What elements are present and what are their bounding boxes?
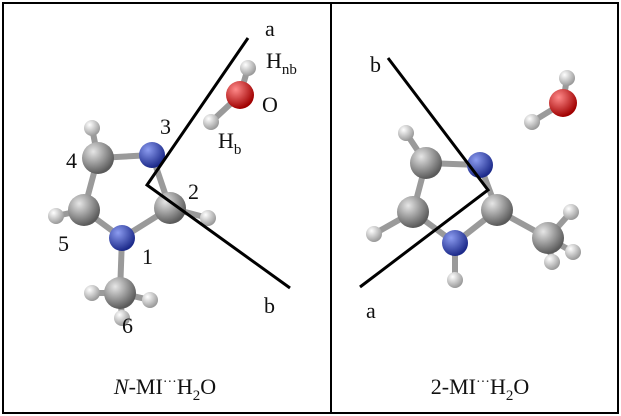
caption-part: O — [513, 374, 529, 399]
caption-part: ··· — [163, 375, 177, 390]
label-text: H — [218, 128, 234, 153]
atom-label: 3 — [160, 114, 171, 139]
label-sub: nb — [282, 62, 297, 78]
caption-part: H — [490, 374, 506, 399]
caption: N-MI···H2O — [113, 374, 216, 404]
caption: 2-MI···H2O — [431, 374, 530, 404]
axis-label: a — [265, 16, 275, 41]
atom-label: 2 — [188, 179, 199, 204]
atom-label: 5 — [58, 231, 69, 256]
atom-label: 4 — [66, 148, 77, 173]
atom-label: Hnb — [266, 48, 297, 78]
atom-label: 6 — [122, 313, 133, 338]
label-sub: b — [234, 142, 242, 158]
molecule-2-mi — [366, 70, 581, 288]
caption-part: -MI — [129, 374, 163, 399]
caption-part: O — [200, 374, 216, 399]
figure: a b Hnb O Hb 3 4 2 5 1 6 N-MI···H2O a b … — [0, 0, 621, 416]
molecule-n-mi — [48, 60, 256, 326]
axis-label: b — [370, 52, 381, 77]
atom-label: 1 — [142, 244, 153, 269]
axis-label: a — [366, 298, 376, 323]
caption-part: 2 — [193, 388, 201, 404]
caption-part: 2-MI — [431, 374, 476, 399]
atom-label: O — [262, 92, 278, 117]
caption-part: H — [177, 374, 193, 399]
caption-part: ··· — [476, 375, 490, 390]
caption-part: N — [113, 374, 130, 399]
axis-label: b — [264, 293, 275, 318]
atom-label: Hb — [218, 128, 241, 158]
label-text: H — [266, 48, 282, 73]
axis-lines — [147, 38, 290, 288]
caption-part: 2 — [506, 388, 514, 404]
